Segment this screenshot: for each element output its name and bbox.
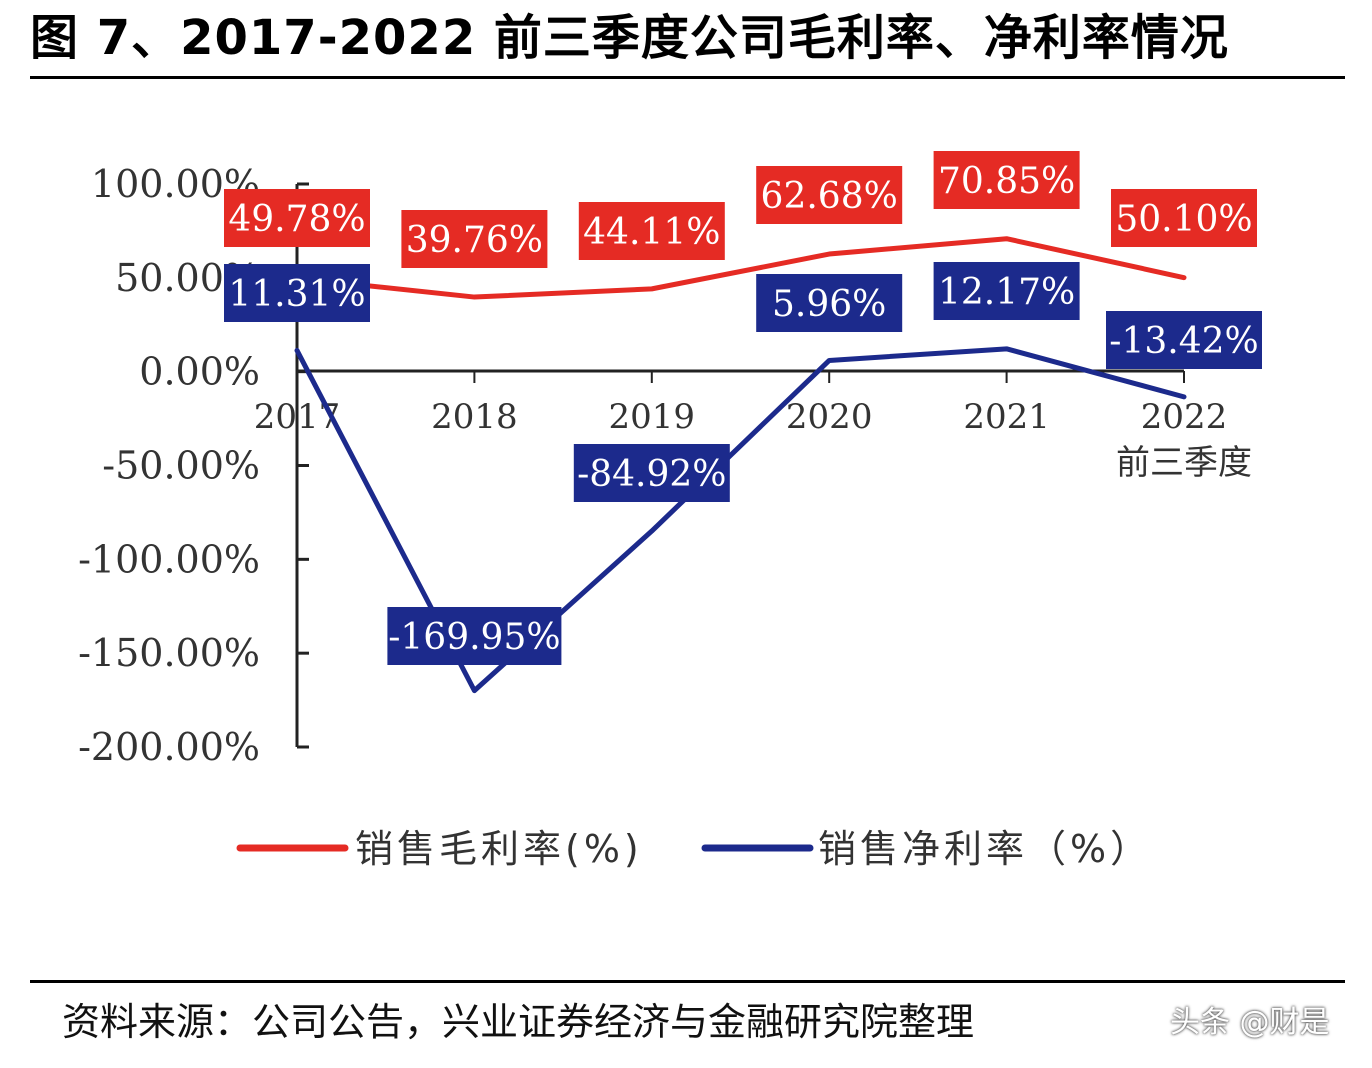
gross-data-label-text: 44.11% [583,212,720,253]
gross-data-label-box [933,151,1080,209]
gross-data-label-box [401,210,548,268]
gross-data-label-box [578,202,725,260]
x-tick-label: 2019 [609,397,696,437]
y-tick-label: -100.00% [78,537,260,581]
gross-data-label: 49.78% [224,189,370,247]
title-rule [30,76,1345,79]
gross-data-label-box [1111,189,1257,247]
source-note: 资料来源：公司公告，兴业证券经济与金融研究院整理 [62,1000,975,1044]
y-tick-label: 0.00% [139,350,260,394]
gross-data-label: 44.11% [578,202,725,260]
y-tick-label: -150.00% [78,631,260,675]
line-chart: 100.00%50.00%0.00%-50.00%-100.00%-150.00… [78,151,1262,871]
net-data-label-box [1106,311,1262,369]
x-tick-label: 2020 [786,397,873,437]
net-data-label: 11.31% [224,264,370,322]
gross-data-label: 39.76% [401,210,548,268]
net-data-label-text: -13.42% [1109,321,1258,362]
gross-data-label-text: 39.76% [406,220,543,261]
net-data-label-text: -169.95% [388,617,560,658]
gross-data-label-box [756,166,903,224]
legend-gross-label: 销售毛利率(%) [355,827,643,871]
x-tick-label: 2022 [1141,397,1228,437]
net-data-label-box [573,444,730,502]
net-data-label: -13.42% [1106,311,1262,369]
y-tick-label: -50.00% [102,444,260,488]
gross-margin-line [294,236,1187,300]
net-data-label-text: 12.17% [938,272,1075,313]
net-data-label-box [224,264,370,322]
source-rule [30,980,1345,983]
net-data-label-box [933,262,1080,320]
gross-data-label: 62.68% [756,166,903,224]
y-tick-label: -200.00% [78,725,260,769]
x-tick-label: 2017 [254,397,341,437]
net-data-label-box [387,607,562,665]
gross-data-label: 70.85% [933,151,1080,209]
watermark: 头条 @财是 [1170,1005,1330,1040]
x-tick-label: 前三季度 [1116,443,1252,483]
net-data-label-box [756,274,903,332]
legend-net-label: 销售净利率（%） [818,827,1152,871]
gross-data-label-box [224,189,370,247]
gross-data-label-text: 62.68% [761,176,898,217]
gross-data-label-text: 49.78% [228,199,365,240]
gross-data-label-text: 50.10% [1115,199,1252,240]
x-tick-label: 2018 [431,397,518,437]
net-data-label: 5.96% [756,274,903,332]
gross-data-label: 50.10% [1111,189,1257,247]
net-data-label: -84.92% [573,444,730,502]
net-data-label: 12.17% [933,262,1080,320]
net-data-label-text: 5.96% [772,284,886,325]
x-tick-label: 2021 [963,397,1050,437]
gross-data-label-text: 70.85% [938,161,1075,202]
net-data-label-text: -84.92% [577,454,726,495]
net-data-label: -169.95% [387,607,562,665]
chart-title: 图 7、2017-2022 前三季度公司毛利率、净利率情况 [30,10,1229,66]
net-data-label-text: 11.31% [228,274,365,315]
